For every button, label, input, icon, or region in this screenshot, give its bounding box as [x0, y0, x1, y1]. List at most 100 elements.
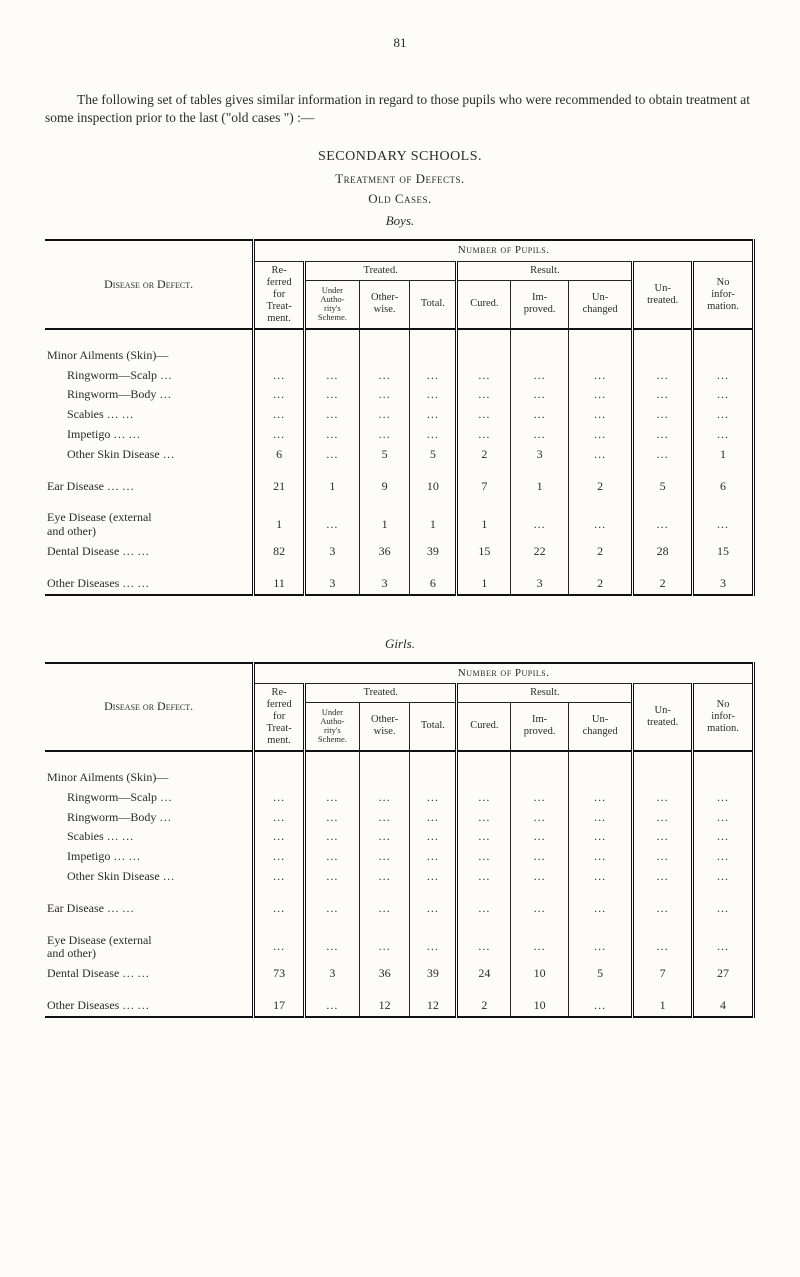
table-cell: …	[254, 847, 305, 867]
table-cell: …	[568, 867, 632, 887]
table-cell: 1	[359, 508, 409, 542]
row-label: Minor Ailments (Skin)—	[45, 346, 254, 366]
row-label: Impetigo … …	[45, 847, 254, 867]
table-cell: …	[457, 931, 511, 965]
table-cell: …	[457, 788, 511, 808]
table-cell: 11	[254, 574, 305, 595]
intro-paragraph: The following set of tables gives simila…	[45, 91, 755, 127]
table-cell: …	[633, 405, 693, 425]
table-cell: 3	[304, 964, 359, 984]
table-cell: …	[568, 366, 632, 386]
table-cell: …	[633, 445, 693, 465]
heading-treatment: Treatment of Defects.	[45, 171, 755, 187]
table-cell: …	[568, 996, 632, 1017]
table-cell: …	[410, 405, 457, 425]
boys-table: Disease or Defect.Number of Pupils.Re-fe…	[45, 239, 755, 595]
table-cell: …	[410, 808, 457, 828]
table-cell: …	[511, 827, 569, 847]
table-cell: 22	[511, 542, 569, 562]
table-cell: …	[693, 405, 754, 425]
table-cell: 82	[254, 542, 305, 562]
row-label: Ringworm—Body …	[45, 808, 254, 828]
table-cell: 1	[457, 574, 511, 595]
table-cell: 5	[568, 964, 632, 984]
heading-boys: Boys.	[45, 213, 755, 229]
table-cell: …	[304, 788, 359, 808]
table-cell: 36	[359, 542, 409, 562]
row-label: Scabies … …	[45, 827, 254, 847]
table-cell: …	[568, 899, 632, 919]
table-cell: …	[254, 385, 305, 405]
table-cell: 39	[410, 964, 457, 984]
row-label: Scabies … …	[45, 405, 254, 425]
table-cell: 4	[693, 996, 754, 1017]
table-cell: 1	[254, 508, 305, 542]
table-cell: …	[410, 931, 457, 965]
row-label: Eye Disease (external and other)	[45, 508, 254, 542]
table-cell: 21	[254, 477, 305, 497]
table-cell: …	[693, 366, 754, 386]
table-cell: 7	[457, 477, 511, 497]
heading-oldcases: Old Cases.	[45, 191, 755, 207]
table-cell: 27	[693, 964, 754, 984]
row-label: Minor Ailments (Skin)—	[45, 768, 254, 788]
table-cell: 3	[359, 574, 409, 595]
table-cell: …	[254, 827, 305, 847]
table-cell: …	[304, 508, 359, 542]
table-cell: …	[633, 867, 693, 887]
table-cell: …	[568, 445, 632, 465]
table-cell: 15	[457, 542, 511, 562]
table-cell: …	[693, 425, 754, 445]
table-cell: …	[693, 847, 754, 867]
table-cell: 2	[568, 542, 632, 562]
table-cell: 2	[568, 574, 632, 595]
row-label: Ear Disease … …	[45, 899, 254, 919]
table-cell: …	[410, 867, 457, 887]
table-cell: 2	[457, 996, 511, 1017]
table-cell: …	[511, 931, 569, 965]
table-cell: 6	[410, 574, 457, 595]
table-cell: …	[359, 808, 409, 828]
table-cell: …	[633, 788, 693, 808]
table-cell: …	[410, 385, 457, 405]
row-label: Eye Disease (external and other)	[45, 931, 254, 965]
table-cell: …	[304, 445, 359, 465]
table-cell: 28	[633, 542, 693, 562]
table-cell: …	[693, 508, 754, 542]
table-cell: …	[457, 425, 511, 445]
table-cell: …	[410, 366, 457, 386]
table-cell: …	[359, 827, 409, 847]
table-cell: …	[304, 899, 359, 919]
table-cell: 3	[511, 445, 569, 465]
row-label: Ringworm—Scalp …	[45, 788, 254, 808]
table-cell: …	[693, 808, 754, 828]
table-cell: …	[410, 425, 457, 445]
table-cell: …	[693, 385, 754, 405]
table-cell: 1	[511, 477, 569, 497]
table-cell: 9	[359, 477, 409, 497]
table-cell: …	[633, 425, 693, 445]
table-cell: 1	[304, 477, 359, 497]
table-cell: …	[457, 808, 511, 828]
table-cell: 1	[457, 508, 511, 542]
table-cell: 6	[693, 477, 754, 497]
table-cell: …	[568, 508, 632, 542]
table-cell: 15	[693, 542, 754, 562]
table-cell: …	[568, 405, 632, 425]
table-cell: …	[359, 405, 409, 425]
table-cell: …	[633, 931, 693, 965]
table-cell: 3	[304, 542, 359, 562]
table-cell: …	[359, 931, 409, 965]
table-cell: …	[511, 847, 569, 867]
table-cell: …	[359, 788, 409, 808]
table-cell: …	[304, 931, 359, 965]
table-cell: …	[633, 899, 693, 919]
table-cell: …	[410, 827, 457, 847]
table-cell: …	[254, 808, 305, 828]
table-cell: …	[359, 425, 409, 445]
table-cell: 3	[304, 574, 359, 595]
table-cell: 1	[633, 996, 693, 1017]
table-cell: 7	[633, 964, 693, 984]
table-cell: …	[304, 827, 359, 847]
table-cell: 12	[410, 996, 457, 1017]
